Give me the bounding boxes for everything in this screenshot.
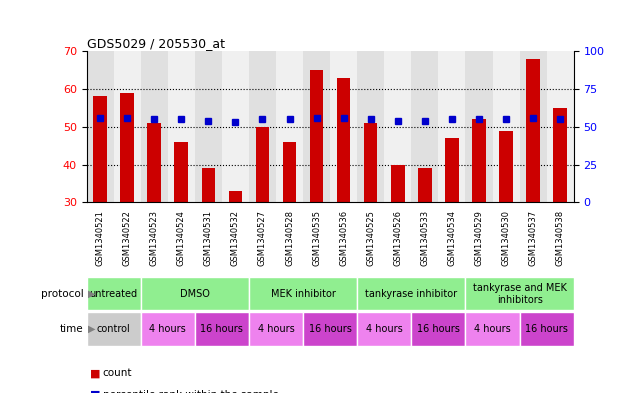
Text: control: control xyxy=(97,324,131,334)
Text: 16 hours: 16 hours xyxy=(417,324,460,334)
Bar xyxy=(520,51,547,202)
Bar xyxy=(195,312,249,346)
Text: 4 hours: 4 hours xyxy=(258,324,294,334)
Bar xyxy=(391,165,404,202)
Bar xyxy=(121,93,134,202)
Bar xyxy=(303,312,357,346)
Bar xyxy=(87,277,140,310)
Text: 4 hours: 4 hours xyxy=(149,324,186,334)
Bar xyxy=(357,312,412,346)
Bar xyxy=(249,51,276,202)
Text: 4 hours: 4 hours xyxy=(366,324,403,334)
Bar xyxy=(147,123,161,202)
Bar xyxy=(174,142,188,202)
Text: MEK inhibitor: MEK inhibitor xyxy=(271,289,335,299)
Bar xyxy=(337,77,351,202)
Bar xyxy=(520,312,574,346)
Bar xyxy=(87,312,140,346)
Bar xyxy=(140,277,249,310)
Bar xyxy=(168,51,195,202)
Bar xyxy=(330,51,357,202)
Bar xyxy=(412,51,438,202)
Bar xyxy=(465,277,574,310)
Bar xyxy=(384,51,412,202)
Bar xyxy=(445,138,459,202)
Bar xyxy=(249,312,303,346)
Bar xyxy=(222,51,249,202)
Bar xyxy=(438,51,465,202)
Bar xyxy=(283,142,296,202)
Text: tankyrase inhibitor: tankyrase inhibitor xyxy=(365,289,458,299)
Bar xyxy=(465,312,520,346)
Text: 4 hours: 4 hours xyxy=(474,324,511,334)
Text: untreated: untreated xyxy=(90,289,138,299)
Bar xyxy=(113,51,140,202)
Text: ▶: ▶ xyxy=(88,324,96,334)
Bar xyxy=(195,51,222,202)
Bar xyxy=(94,96,107,202)
Text: ■: ■ xyxy=(90,368,100,378)
Bar xyxy=(418,168,431,202)
Bar xyxy=(276,51,303,202)
Bar xyxy=(465,51,492,202)
Text: 16 hours: 16 hours xyxy=(201,324,244,334)
Text: tankyrase and MEK
inhibitors: tankyrase and MEK inhibitors xyxy=(472,283,567,305)
Bar xyxy=(547,51,574,202)
Bar xyxy=(492,51,520,202)
Bar xyxy=(357,51,384,202)
Text: GDS5029 / 205530_at: GDS5029 / 205530_at xyxy=(87,37,224,50)
Bar xyxy=(303,51,330,202)
Bar xyxy=(364,123,378,202)
Bar xyxy=(412,312,465,346)
Bar xyxy=(229,191,242,202)
Bar xyxy=(357,277,465,310)
Text: DMSO: DMSO xyxy=(180,289,210,299)
Text: time: time xyxy=(60,324,83,334)
Text: protocol: protocol xyxy=(40,289,83,299)
Text: ▶: ▶ xyxy=(88,289,96,299)
Bar xyxy=(526,59,540,202)
Text: ■: ■ xyxy=(90,390,100,393)
Bar xyxy=(87,51,113,202)
Bar xyxy=(140,51,168,202)
Bar xyxy=(553,108,567,202)
Bar xyxy=(140,312,195,346)
Text: count: count xyxy=(103,368,132,378)
Bar xyxy=(249,277,357,310)
Bar xyxy=(310,70,323,202)
Text: percentile rank within the sample: percentile rank within the sample xyxy=(103,390,278,393)
Bar xyxy=(472,119,486,202)
Bar xyxy=(201,168,215,202)
Text: 16 hours: 16 hours xyxy=(309,324,351,334)
Bar xyxy=(499,130,513,202)
Bar xyxy=(256,127,269,202)
Text: 16 hours: 16 hours xyxy=(525,324,568,334)
